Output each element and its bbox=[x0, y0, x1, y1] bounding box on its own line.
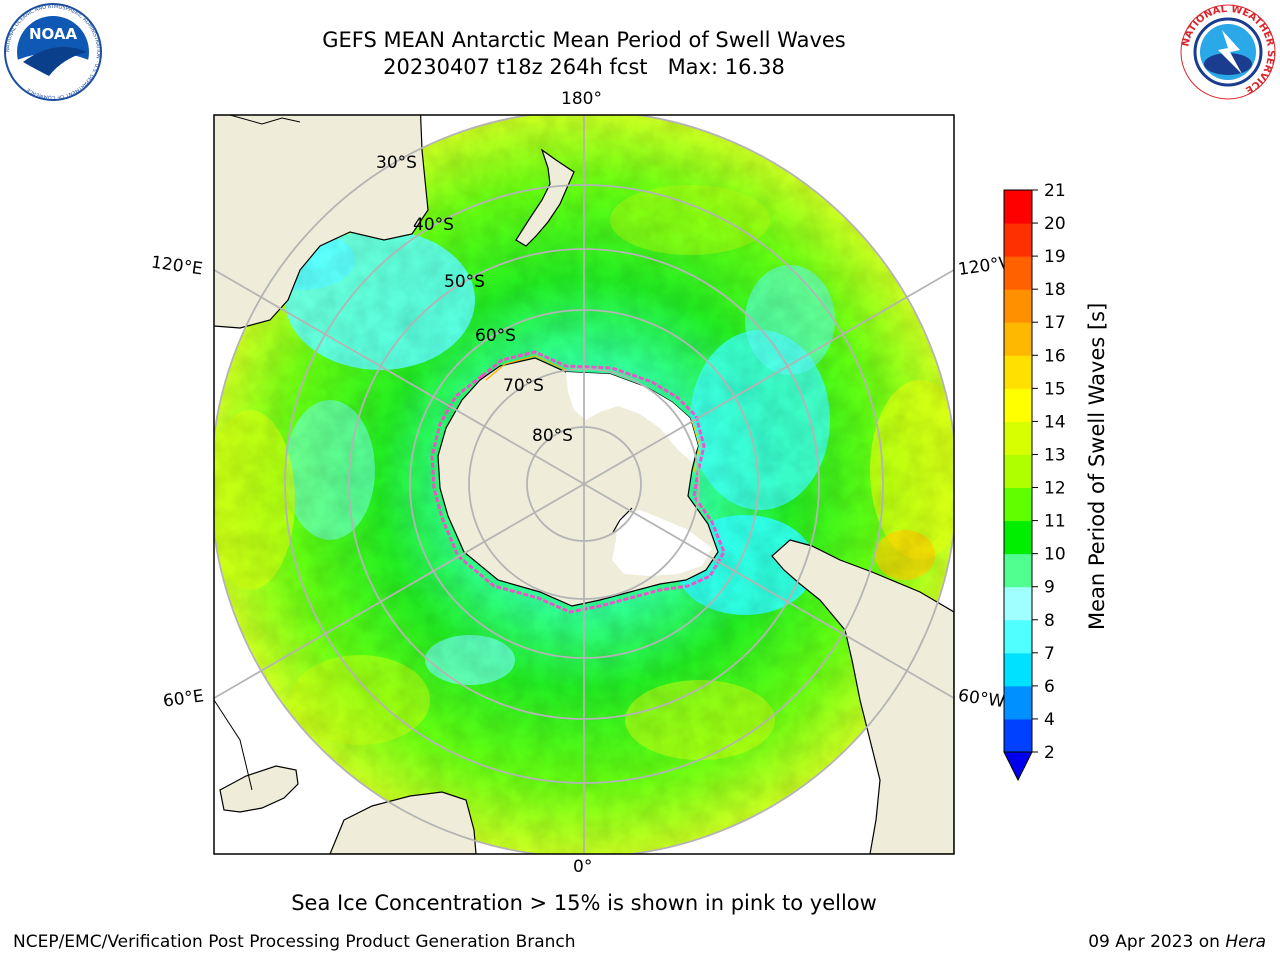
colorbar-bin bbox=[1004, 388, 1032, 422]
colorbar-tick-label: 19 bbox=[1044, 247, 1066, 267]
africa-land bbox=[329, 791, 477, 854]
colorbar-tick-label: 16 bbox=[1044, 346, 1066, 366]
graticule bbox=[214, 115, 954, 854]
footer-date: 09 Apr 2023 on bbox=[1088, 932, 1226, 952]
lon-label-180: 180° bbox=[561, 89, 602, 109]
lat-label-40s: 40°S bbox=[413, 215, 454, 235]
colorbar-bin bbox=[1004, 520, 1032, 555]
colorbar-bin bbox=[1004, 586, 1032, 621]
colorbar-tick-label: 18 bbox=[1044, 280, 1066, 300]
colorbar-tick-label: 17 bbox=[1044, 313, 1066, 333]
weddell-ice-shelf bbox=[612, 510, 712, 576]
colorbar-tick-label: 9 bbox=[1044, 578, 1055, 598]
chart-title: GEFS MEAN Antarctic Mean Period of Swell… bbox=[322, 28, 846, 52]
caption: Sea Ice Concentration > 15% is shown in … bbox=[291, 891, 877, 915]
lat-label-50s: 50°S bbox=[444, 272, 485, 292]
colorbar-tick-label: 10 bbox=[1044, 545, 1066, 565]
colorbar-bin bbox=[1004, 619, 1032, 654]
noaa-logo-text: NOAA bbox=[29, 25, 78, 43]
lat-label-60s: 60°S bbox=[475, 326, 516, 346]
colorbar-bin bbox=[1004, 223, 1032, 257]
colorbar-tick-label: 7 bbox=[1044, 644, 1055, 664]
colorbar-tick-label: 21 bbox=[1044, 181, 1066, 201]
colorbar-tick-label: 4 bbox=[1044, 710, 1055, 730]
colorbar-tick-label: 2 bbox=[1044, 743, 1055, 763]
colorbar-bin bbox=[1004, 421, 1032, 455]
colorbar-bin bbox=[1004, 487, 1032, 522]
colorbar-bin bbox=[1004, 718, 1032, 753]
colorbar-bin bbox=[1004, 685, 1032, 720]
colorbar-tick-label: 20 bbox=[1044, 214, 1066, 234]
colorbar: 2 4 6 7 8 9 10 11 12 13 14 15 16 17 18 19 20 21 bbox=[1003, 181, 1066, 782]
colorbar-tick-label: 15 bbox=[1044, 379, 1066, 399]
map-frame bbox=[213, 114, 955, 855]
lat-label-80s: 80°S bbox=[532, 426, 573, 446]
lat-label-70s: 70°S bbox=[503, 376, 544, 396]
colorbar-tick-label: 8 bbox=[1044, 611, 1055, 631]
colorbar-bin bbox=[1004, 190, 1032, 224]
noaa-logo-icon: NOAA NATIONAL OCEANIC AND ATMOSPHERIC AD… bbox=[4, 3, 102, 101]
colorbar-bin bbox=[1004, 256, 1032, 290]
colorbar-under-extension bbox=[1003, 751, 1033, 782]
lon-label-0: 0° bbox=[573, 857, 593, 877]
footer-right: 09 Apr 2023 on Hera bbox=[1088, 932, 1266, 952]
colorbar-bin bbox=[1004, 454, 1032, 489]
colorbar-bin bbox=[1004, 652, 1032, 687]
colorbar-tick-label: 14 bbox=[1044, 412, 1066, 432]
chart-subtitle: 20230407 t18z 264h fcst Max: 16.38 bbox=[383, 55, 785, 79]
nws-logo-icon: NATIONAL WEATHER SERVICE bbox=[1180, 4, 1276, 100]
colorbar-bin bbox=[1004, 289, 1032, 323]
peninsula bbox=[611, 507, 633, 535]
colorbar-tick-label: 13 bbox=[1044, 445, 1066, 465]
australia-land bbox=[214, 115, 429, 329]
colorbar-tick-label: 11 bbox=[1044, 512, 1066, 532]
colorbar-bin bbox=[1004, 322, 1032, 356]
footer-left: NCEP/EMC/Verification Post Processing Pr… bbox=[13, 932, 576, 952]
madagascar-land bbox=[219, 765, 299, 813]
colorbar-bin bbox=[1004, 355, 1032, 389]
lat-label-30s: 30°S bbox=[376, 153, 417, 173]
colorbar-frame bbox=[1003, 189, 1033, 753]
sea-ice-edge bbox=[430, 350, 726, 614]
colorbar-label: Mean Period of Swell Waves [s] bbox=[1085, 302, 1109, 630]
colorbar-tick-label: 6 bbox=[1044, 677, 1055, 697]
footer-host: Hera bbox=[1225, 932, 1266, 952]
colorbar-tick-label: 12 bbox=[1044, 479, 1066, 499]
colorbar-bin bbox=[1004, 553, 1032, 588]
south-america-land bbox=[771, 539, 954, 854]
ross-ice-shelf bbox=[566, 372, 698, 462]
